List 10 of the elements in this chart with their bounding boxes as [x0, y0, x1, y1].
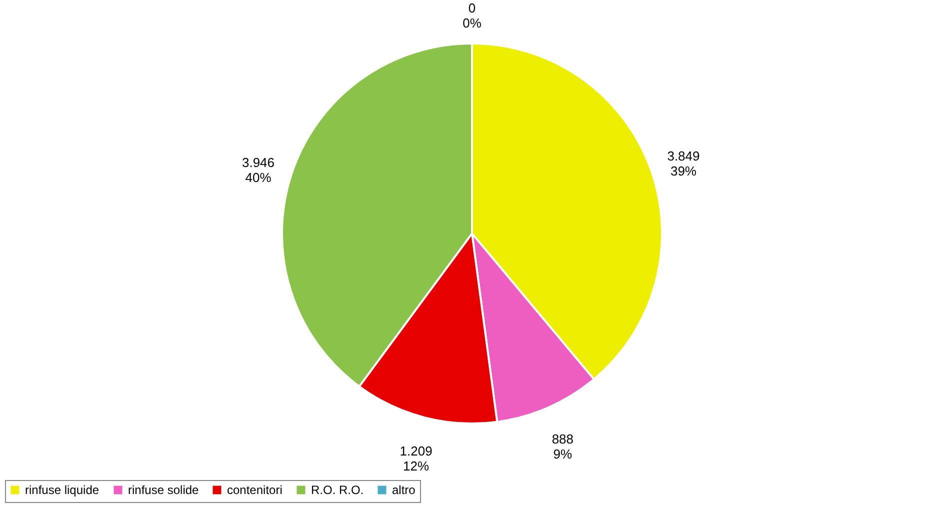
data-label: 888 9%: [552, 431, 574, 462]
legend-label: contenitori: [227, 483, 282, 497]
text: 0 0%: [462, 0, 482, 30]
data-label: 1.209 12%: [400, 443, 432, 474]
legend-label: altro: [392, 483, 416, 497]
data-label: 3.849 39%: [667, 148, 700, 179]
legend-label: rinfuse solide: [128, 483, 200, 497]
legend-label: R.O. R.O.: [311, 483, 364, 497]
data-label: 3.946 40%: [242, 155, 275, 186]
legend-label: rinfuse liquide: [25, 483, 100, 497]
